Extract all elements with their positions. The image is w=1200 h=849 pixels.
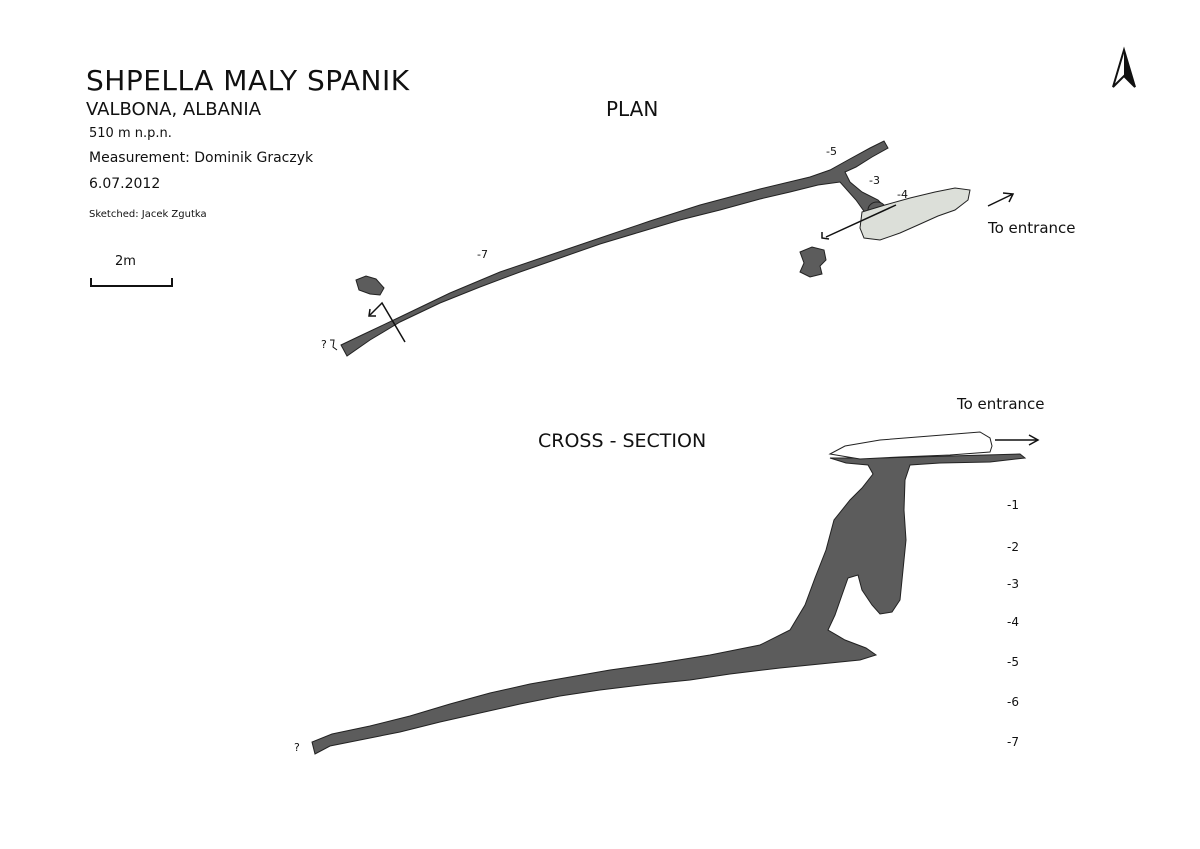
cave-title: SHPELLA MALY SPANIK bbox=[86, 64, 410, 97]
cross-section-heading: CROSS - SECTION bbox=[538, 430, 707, 452]
section-unknown-mark: ? bbox=[294, 741, 300, 754]
cave-elevation: 510 m n.p.n. bbox=[89, 126, 172, 141]
depth-scale-mark: -1 bbox=[1007, 498, 1019, 512]
plan-view bbox=[330, 140, 1015, 357]
section-main-passage bbox=[311, 453, 1027, 755]
north-arrow-icon bbox=[1112, 46, 1136, 88]
plan-depth-mark: -4 bbox=[897, 188, 908, 201]
section-line-arrow bbox=[368, 204, 897, 343]
plan-depth-mark: -5 bbox=[826, 145, 837, 158]
plan-unknown-mark: ? bbox=[321, 338, 327, 351]
scale-label: 2m bbox=[115, 254, 136, 269]
depth-scale-mark: -4 bbox=[1007, 615, 1019, 629]
plan-depth-mark: -3 bbox=[869, 174, 880, 187]
depth-scale-mark: -7 bbox=[1007, 735, 1019, 749]
plan-depth-mark: -7 bbox=[477, 248, 488, 261]
cross-section-view bbox=[311, 431, 1040, 755]
depth-scale-mark: -2 bbox=[1007, 540, 1019, 554]
sketch-credit: Sketched: Jacek Zgutka bbox=[89, 209, 207, 220]
plan-heading: PLAN bbox=[606, 97, 659, 121]
section-entrance-label: To entrance bbox=[957, 395, 1045, 413]
scale-bar bbox=[90, 278, 173, 287]
section-entrance-zone bbox=[828, 431, 993, 460]
depth-scale-mark: -5 bbox=[1007, 655, 1019, 669]
plan-isolated-chamber bbox=[355, 275, 385, 296]
plan-main-passage bbox=[340, 140, 889, 357]
cave-location: VALBONA, ALBANIA bbox=[86, 99, 262, 120]
survey-date: 6.07.2012 bbox=[89, 176, 161, 192]
depth-scale-mark: -6 bbox=[1007, 695, 1019, 709]
measurement-credit: Measurement: Dominik Graczyk bbox=[89, 150, 314, 166]
depth-scale-mark: -3 bbox=[1007, 577, 1019, 591]
plan-entrance-label: To entrance bbox=[988, 219, 1076, 237]
plan-isolated-chamber bbox=[799, 246, 827, 278]
plan-entrance-zone bbox=[859, 187, 971, 241]
entrance-direction-arrow bbox=[995, 434, 1040, 446]
entrance-direction-arrow bbox=[987, 192, 1015, 207]
